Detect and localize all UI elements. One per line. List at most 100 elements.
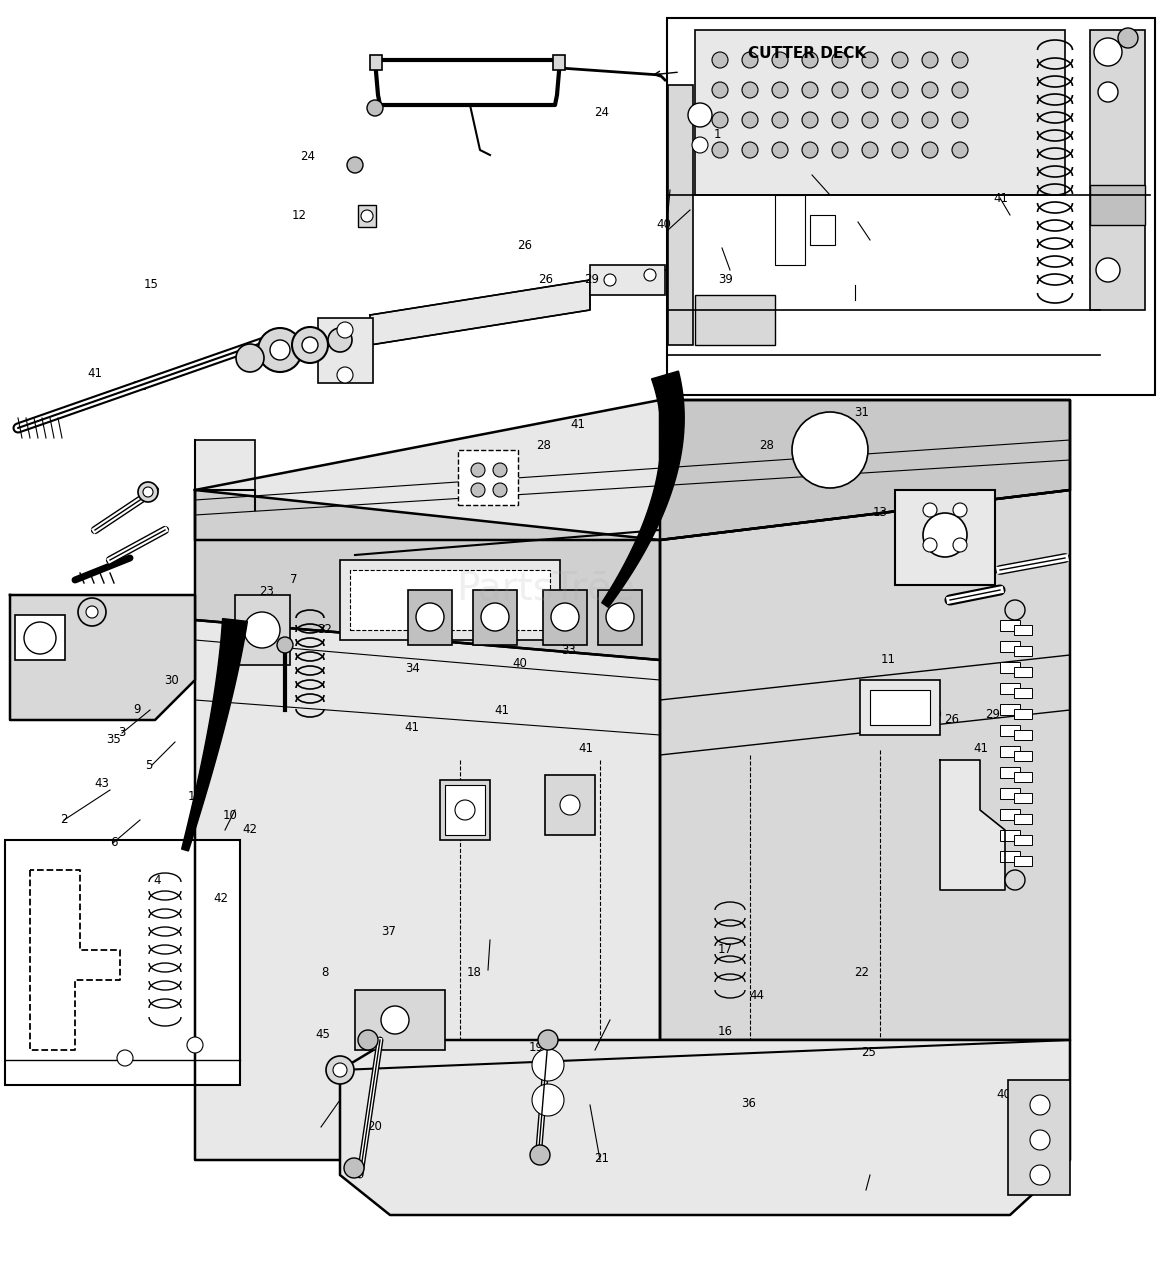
Bar — [340, 561, 560, 640]
Circle shape — [367, 100, 383, 116]
Text: 2: 2 — [60, 813, 67, 826]
Bar — [1000, 724, 1021, 736]
Bar — [370, 55, 382, 70]
Circle shape — [326, 1056, 354, 1084]
Circle shape — [802, 142, 819, 157]
Text: 23: 23 — [260, 585, 274, 598]
Circle shape — [923, 503, 937, 517]
Text: 29: 29 — [986, 708, 1000, 721]
Bar — [358, 205, 376, 227]
Bar — [1014, 709, 1032, 719]
Text: 40: 40 — [657, 218, 671, 230]
Bar — [1008, 1080, 1070, 1196]
Bar — [408, 590, 452, 645]
Polygon shape — [659, 399, 1070, 540]
Text: 35: 35 — [107, 733, 121, 746]
Text: 15: 15 — [144, 278, 158, 291]
Text: 40: 40 — [997, 1088, 1011, 1101]
Circle shape — [1118, 28, 1138, 47]
Text: CUTTER DECK: CUTTER DECK — [748, 46, 866, 61]
Circle shape — [138, 483, 158, 502]
Text: 31: 31 — [854, 406, 868, 419]
Circle shape — [832, 52, 848, 68]
Circle shape — [953, 503, 967, 517]
Circle shape — [471, 483, 485, 497]
Text: 6: 6 — [110, 836, 117, 849]
Circle shape — [381, 1006, 409, 1034]
Polygon shape — [340, 1039, 1070, 1215]
Bar — [318, 317, 373, 383]
Circle shape — [953, 538, 967, 552]
Circle shape — [277, 637, 293, 653]
Polygon shape — [195, 399, 1070, 540]
Bar — [553, 55, 565, 70]
Bar — [457, 451, 518, 506]
Text: 10: 10 — [223, 809, 237, 822]
Text: 8: 8 — [322, 966, 329, 979]
Circle shape — [742, 82, 758, 99]
Circle shape — [772, 52, 788, 68]
Bar — [235, 595, 290, 666]
Bar — [445, 785, 485, 835]
Circle shape — [244, 612, 280, 648]
Circle shape — [742, 52, 758, 68]
Circle shape — [538, 1030, 558, 1050]
Bar — [349, 570, 550, 630]
Bar — [860, 680, 940, 735]
Text: 41: 41 — [974, 742, 988, 755]
Text: 5: 5 — [145, 759, 152, 772]
Bar — [15, 614, 65, 660]
Text: 41: 41 — [495, 704, 509, 717]
Bar — [1014, 646, 1032, 655]
Circle shape — [416, 603, 444, 631]
Circle shape — [922, 82, 938, 99]
Polygon shape — [601, 371, 684, 607]
Circle shape — [551, 603, 579, 631]
Text: 37: 37 — [382, 925, 396, 938]
Circle shape — [531, 1146, 550, 1165]
Text: 40: 40 — [928, 708, 942, 721]
Bar — [810, 215, 835, 244]
Text: 24: 24 — [594, 106, 608, 119]
Text: 26: 26 — [945, 713, 959, 726]
Bar — [1014, 689, 1032, 698]
Circle shape — [1030, 1094, 1050, 1115]
Circle shape — [892, 52, 908, 68]
Bar — [1014, 667, 1032, 677]
Text: 28: 28 — [759, 439, 773, 452]
Bar — [1014, 751, 1032, 762]
Text: 25: 25 — [861, 1046, 875, 1059]
Text: 26: 26 — [539, 273, 553, 285]
Circle shape — [361, 210, 373, 221]
Circle shape — [644, 269, 656, 282]
Bar — [895, 490, 995, 585]
Bar — [473, 590, 517, 645]
Text: 41: 41 — [405, 721, 419, 733]
Bar — [1000, 620, 1021, 631]
Circle shape — [143, 486, 153, 497]
Text: 22: 22 — [132, 380, 146, 393]
Polygon shape — [195, 620, 659, 1160]
Text: 29: 29 — [585, 273, 599, 285]
Text: 39: 39 — [933, 547, 947, 559]
Circle shape — [742, 142, 758, 157]
Circle shape — [772, 82, 788, 99]
Bar — [1014, 835, 1032, 845]
Text: 14: 14 — [188, 790, 202, 803]
Bar — [1090, 186, 1145, 225]
Circle shape — [923, 538, 937, 552]
Circle shape — [861, 82, 878, 99]
Circle shape — [471, 463, 485, 477]
Circle shape — [606, 603, 634, 631]
Circle shape — [952, 111, 968, 128]
Text: 41: 41 — [571, 419, 585, 431]
Circle shape — [1030, 1165, 1050, 1185]
Text: 36: 36 — [742, 1097, 756, 1110]
Text: 16: 16 — [719, 1025, 733, 1038]
Bar — [1014, 625, 1032, 635]
Circle shape — [952, 142, 968, 157]
Circle shape — [772, 142, 788, 157]
Bar — [1000, 704, 1021, 716]
Circle shape — [302, 337, 318, 353]
Circle shape — [604, 274, 616, 285]
